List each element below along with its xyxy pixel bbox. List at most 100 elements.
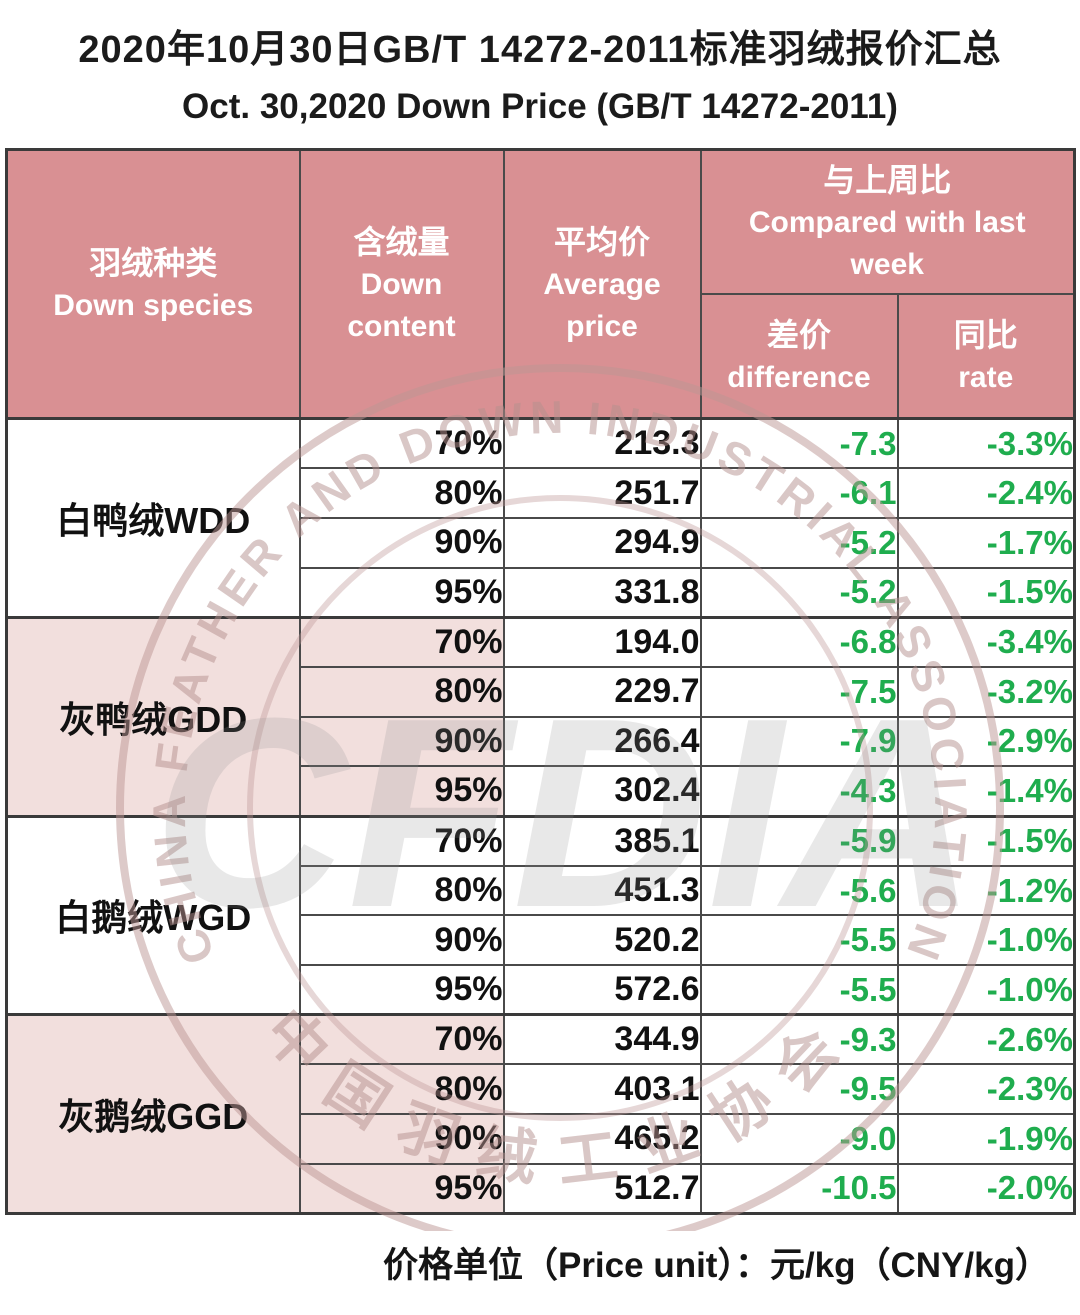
content-cell: 80% bbox=[298, 864, 505, 917]
rate-cell: -1.0% bbox=[896, 964, 1076, 1016]
price-cell: 451.3 bbox=[502, 864, 702, 917]
rate-cell: -2.0% bbox=[896, 1162, 1076, 1215]
header-compare-zh: 与上周比 bbox=[823, 161, 952, 198]
content-cell: 90% bbox=[298, 1113, 505, 1165]
difference-cell: -9.0 bbox=[699, 1113, 899, 1165]
content-cell: 70% bbox=[298, 1013, 505, 1066]
difference-cell: -7.3 bbox=[699, 417, 899, 470]
price-cell: 302.4 bbox=[502, 765, 702, 817]
header-content-en1: Down bbox=[360, 268, 443, 301]
rate-cell: -1.7% bbox=[896, 516, 1076, 569]
content-cell: 90% bbox=[298, 715, 505, 768]
price-cell: 512.7 bbox=[502, 1162, 702, 1215]
species-cell: 白鹅绒WGD bbox=[5, 814, 301, 1016]
difference-cell: -5.9 bbox=[699, 814, 899, 867]
title-block: 2020年10月30日GB/T 14272-2011标准羽绒报价汇总 Oct. … bbox=[0, 0, 1080, 134]
rate-cell: -3.3% bbox=[896, 417, 1076, 470]
content-cell: 80% bbox=[298, 467, 505, 519]
price-cell: 266.4 bbox=[502, 715, 702, 768]
header-difference: 差价 difference bbox=[699, 292, 899, 420]
price-cell: 294.9 bbox=[502, 516, 702, 569]
difference-cell: -9.3 bbox=[699, 1013, 899, 1066]
header-price-en1: Average bbox=[543, 268, 661, 301]
difference-cell: -7.9 bbox=[699, 715, 899, 768]
table-row: 白鹅绒WGD 70% 385.1 -5.9 -1.5% bbox=[5, 814, 1076, 1016]
difference-cell: -6.1 bbox=[699, 467, 899, 519]
rate-cell: -3.2% bbox=[896, 665, 1076, 718]
header-price: 平均价 Average price bbox=[502, 148, 702, 420]
content-cell: 90% bbox=[298, 516, 505, 569]
rate-cell: -2.4% bbox=[896, 467, 1076, 519]
difference-cell: -6.8 bbox=[699, 615, 899, 668]
header-species-zh: 羽绒种类 bbox=[89, 245, 218, 281]
header-rate-en: rate bbox=[958, 360, 1014, 394]
rate-cell: -1.9% bbox=[896, 1113, 1076, 1165]
content-cell: 90% bbox=[298, 914, 505, 967]
table-body: 白鸭绒WDD 70% 213.3 -7.3 -3.3% 80% 251.7 -6… bbox=[5, 417, 1076, 1215]
rate-cell: -2.3% bbox=[896, 1063, 1076, 1116]
page-title-zh: 2020年10月30日GB/T 14272-2011标准羽绒报价汇总 bbox=[78, 29, 1002, 71]
price-unit-note: 价格单位（Price unit）：元/kg（CNY/kg） bbox=[382, 1246, 1050, 1285]
table-row: 灰鸭绒GDD 70% 194.0 -6.8 -3.4% bbox=[5, 615, 1076, 817]
content-cell: 70% bbox=[298, 814, 505, 867]
difference-cell: -10.5 bbox=[699, 1162, 899, 1215]
rate-cell: -2.9% bbox=[896, 715, 1076, 768]
content-cell: 80% bbox=[298, 665, 505, 718]
header-price-en2: price bbox=[566, 310, 638, 343]
header-rate-zh: 同比 bbox=[953, 316, 1018, 353]
price-cell: 344.9 bbox=[502, 1013, 702, 1066]
rate-cell: -1.5% bbox=[896, 566, 1076, 619]
difference-cell: -7.5 bbox=[699, 665, 899, 718]
header-compared-with-last-week: 与上周比 Compared with last week bbox=[699, 148, 1076, 295]
rate-cell: -1.5% bbox=[896, 814, 1076, 867]
difference-cell: -4.3 bbox=[699, 765, 899, 817]
page-title-en: Oct. 30,2020 Down Price (GB/T 14272-2011… bbox=[182, 87, 898, 126]
difference-cell: -5.6 bbox=[699, 864, 899, 917]
content-cell: 70% bbox=[298, 417, 505, 470]
content-cell: 95% bbox=[298, 566, 505, 619]
price-cell: 572.6 bbox=[502, 964, 702, 1016]
content-cell: 95% bbox=[298, 964, 505, 1016]
table-row: 灰鹅绒GGD 70% 344.9 -9.3 -2.6% bbox=[5, 1013, 1076, 1215]
header-difference-en: difference bbox=[727, 360, 871, 394]
content-cell: 70% bbox=[298, 615, 505, 668]
price-cell: 520.2 bbox=[502, 914, 702, 967]
difference-cell: -5.2 bbox=[699, 566, 899, 619]
header-species-en: Down species bbox=[53, 289, 254, 322]
difference-cell: -5.5 bbox=[699, 914, 899, 967]
rate-cell: -1.0% bbox=[896, 914, 1076, 967]
header-rate: 同比 rate bbox=[896, 292, 1076, 420]
header-price-zh: 平均价 bbox=[553, 224, 650, 260]
rate-cell: -1.4% bbox=[896, 765, 1076, 817]
header-content-en2: content bbox=[347, 310, 456, 343]
price-cell: 194.0 bbox=[502, 615, 702, 668]
rate-cell: -3.4% bbox=[896, 615, 1076, 668]
header-content-zh: 含绒量 bbox=[353, 224, 450, 260]
difference-cell: -5.5 bbox=[699, 964, 899, 1016]
price-cell: 465.2 bbox=[502, 1113, 702, 1165]
header-species: 羽绒种类 Down species bbox=[5, 148, 301, 420]
price-cell: 251.7 bbox=[502, 467, 702, 519]
content-cell: 80% bbox=[298, 1063, 505, 1116]
species-cell: 白鸭绒WDD bbox=[5, 417, 301, 619]
content-cell: 95% bbox=[298, 765, 505, 817]
price-cell: 385.1 bbox=[502, 814, 702, 867]
content-cell: 95% bbox=[298, 1162, 505, 1215]
down-price-table: 羽绒种类 Down species 含绒量 Down content 平均价 A… bbox=[5, 148, 1076, 1215]
header-difference-zh: 差价 bbox=[766, 316, 831, 353]
species-cell: 灰鹅绒GGD bbox=[5, 1013, 301, 1215]
header-compare-en: Compared with last week bbox=[748, 205, 1026, 281]
table-header: 羽绒种类 Down species 含绒量 Down content 平均价 A… bbox=[5, 148, 1076, 420]
header-content: 含绒量 Down content bbox=[298, 148, 505, 420]
rate-cell: -1.2% bbox=[896, 864, 1076, 917]
price-cell: 331.8 bbox=[502, 566, 702, 619]
species-cell: 灰鸭绒GDD bbox=[5, 615, 301, 817]
rate-cell: -2.6% bbox=[896, 1013, 1076, 1066]
difference-cell: -9.5 bbox=[699, 1063, 899, 1116]
difference-cell: -5.2 bbox=[699, 516, 899, 569]
price-cell: 229.7 bbox=[502, 665, 702, 718]
price-cell: 403.1 bbox=[502, 1063, 702, 1116]
table-row: 白鸭绒WDD 70% 213.3 -7.3 -3.3% bbox=[5, 417, 1076, 619]
price-cell: 213.3 bbox=[502, 417, 702, 470]
